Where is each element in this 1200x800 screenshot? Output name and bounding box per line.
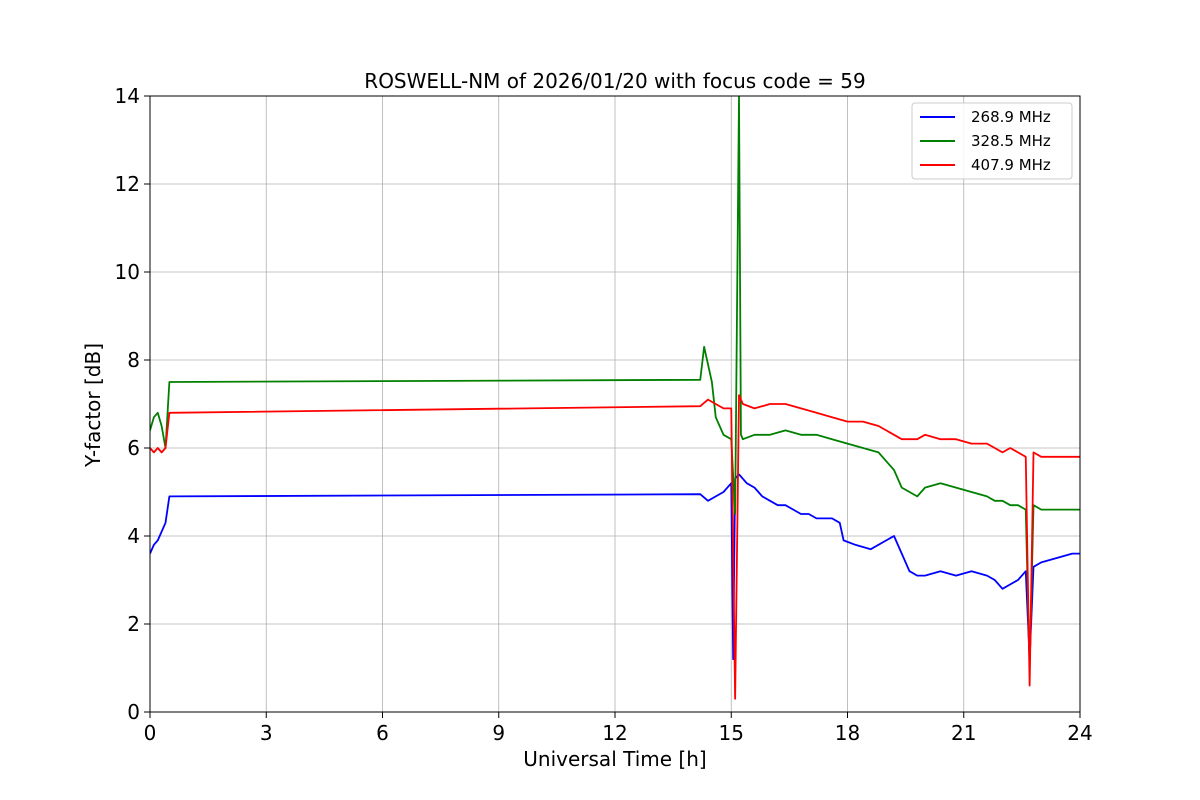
x-tick-label: 21 <box>951 721 976 745</box>
x-tick-label: 0 <box>144 721 157 745</box>
chart-title: ROSWELL-NM of 2026/01/20 with focus code… <box>364 69 865 93</box>
y-tick-label: 6 <box>127 436 140 460</box>
y-tick-label: 4 <box>127 524 140 548</box>
series-layer <box>150 96 1080 700</box>
legend: 268.9 MHz 328.5 MHz 407.9 MHz <box>911 102 1073 180</box>
y-tick-label: 2 <box>127 612 140 636</box>
x-tick-label: 3 <box>260 721 273 745</box>
x-tick-label: 15 <box>719 721 744 745</box>
x-tick-label: 9 <box>492 721 505 745</box>
x-tick-label: 6 <box>376 721 389 745</box>
legend-label: 328.5 MHz <box>971 132 1051 150</box>
y-tick-label: 14 <box>115 84 140 108</box>
y-tick-label: 10 <box>115 260 140 284</box>
x-tick-label: 18 <box>835 721 860 745</box>
legend-label: 268.9 MHz <box>971 108 1051 126</box>
series-line-268-9-mhz <box>150 473 1080 661</box>
series-line-328-5-mhz <box>150 96 1080 669</box>
y-axis-label: Y-factor [dB] <box>81 343 105 468</box>
x-tick-label: 12 <box>602 721 627 745</box>
y-tick-label: 8 <box>127 348 140 372</box>
series-line-407-9-mhz <box>150 394 1080 700</box>
x-axis-label: Universal Time [h] <box>523 747 706 771</box>
legend-label: 407.9 MHz <box>971 156 1051 174</box>
y-tick-label: 0 <box>127 700 140 724</box>
x-tick-label: 24 <box>1067 721 1092 745</box>
legend-box <box>911 102 1073 180</box>
y-tick-label: 12 <box>115 172 140 196</box>
